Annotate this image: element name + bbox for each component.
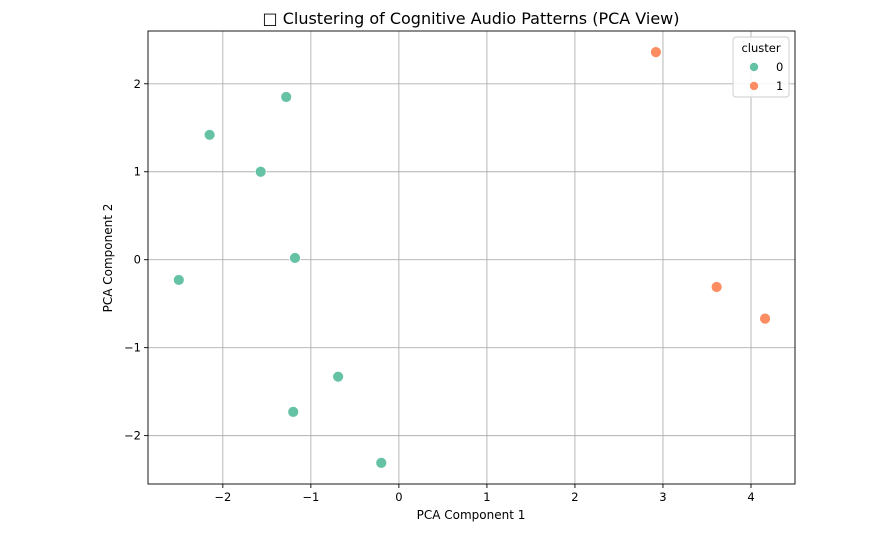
scatter-point-cluster-0 bbox=[203, 128, 216, 141]
legend-label-0: 0 bbox=[776, 60, 783, 74]
y-tick-label: −1 bbox=[124, 341, 141, 355]
scatter-point-cluster-0 bbox=[375, 456, 388, 469]
x-tick-label: 3 bbox=[659, 490, 666, 504]
x-tick-label: −2 bbox=[214, 490, 231, 504]
y-axis-label: PCA Component 2 bbox=[101, 204, 115, 313]
scatter-point-cluster-0 bbox=[254, 165, 267, 178]
legend: cluster 0 1 bbox=[732, 36, 790, 98]
scatter-point-cluster-0 bbox=[289, 252, 301, 264]
scatter-point-cluster-0 bbox=[332, 370, 345, 383]
scatter-point-cluster-1 bbox=[710, 281, 723, 293]
scatter-point-cluster-0 bbox=[287, 405, 300, 418]
chart-title: □ Clustering of Cognitive Audio Patterns… bbox=[263, 9, 680, 28]
y-tick-label: −2 bbox=[124, 429, 141, 443]
legend-box bbox=[732, 36, 790, 98]
x-tick-label: 2 bbox=[571, 490, 578, 504]
scatter-point-cluster-0 bbox=[280, 91, 293, 103]
data-points bbox=[172, 46, 771, 469]
scatter-point-cluster-1 bbox=[650, 46, 662, 59]
legend-marker-0 bbox=[749, 62, 759, 72]
x-tick-label: 4 bbox=[747, 490, 754, 504]
axis-ticks: −2 −1 0 1 2 3 4 −2 −1 0 1 2 bbox=[124, 77, 755, 504]
scatter-point-cluster-0 bbox=[172, 274, 185, 286]
y-tick-label: 2 bbox=[134, 77, 141, 91]
x-tick-label: 1 bbox=[483, 490, 490, 504]
legend-title: cluster bbox=[741, 41, 780, 55]
x-axis-label: PCA Component 1 bbox=[417, 508, 526, 522]
y-tick-label: 0 bbox=[134, 253, 141, 267]
x-tick-label: 0 bbox=[395, 490, 402, 504]
x-tick-label: −1 bbox=[302, 490, 319, 504]
plot-frame bbox=[147, 30, 796, 485]
legend-label-1: 1 bbox=[776, 79, 783, 93]
grid bbox=[148, 31, 795, 484]
y-tick-label: 1 bbox=[134, 165, 141, 179]
scatter-point-cluster-1 bbox=[759, 312, 771, 325]
legend-marker-1 bbox=[749, 81, 759, 91]
